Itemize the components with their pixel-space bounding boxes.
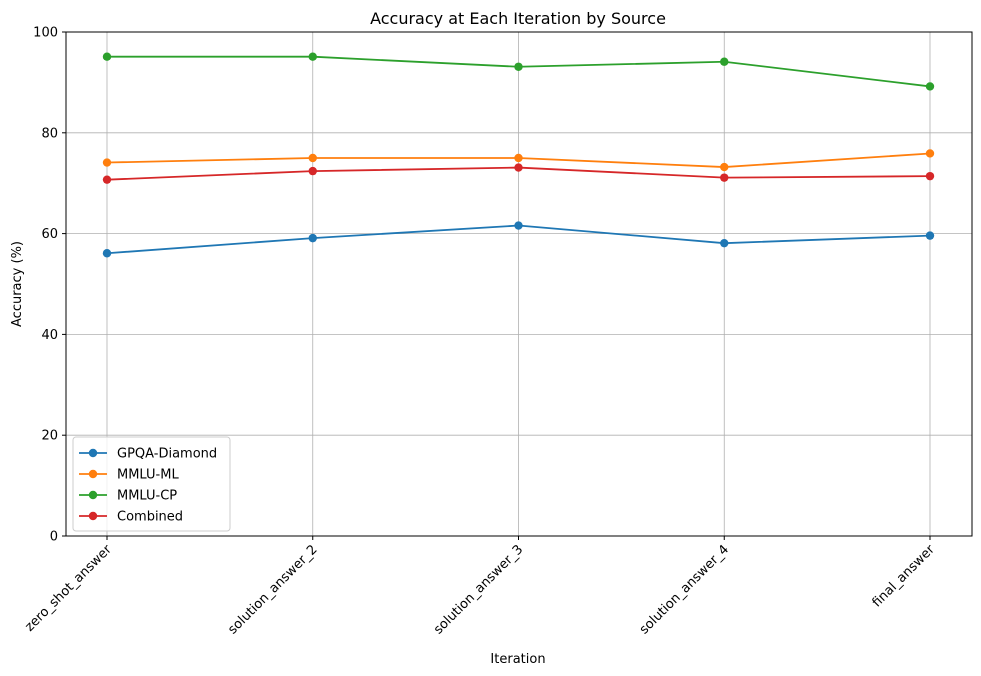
legend-item: GPQA-Diamond (79, 447, 217, 462)
data-point (925, 171, 935, 181)
y-tick-label: 20 (41, 429, 58, 444)
x-tick-label: solution_answer_2 (225, 542, 320, 637)
data-point (720, 57, 729, 66)
legend-item: Combined (79, 510, 183, 525)
data-point (514, 163, 523, 172)
x-tick-label: solution_answer_3 (431, 542, 526, 637)
x-axis-ticks: zero_shot_answer solution_answer_2 solutio… (22, 536, 938, 637)
data-point (102, 52, 112, 61)
legend-marker (88, 511, 98, 521)
legend: GPQA-Diamond MMLU-ML MMLU-CP Combined (72, 436, 231, 532)
y-tick-label: 60 (41, 227, 58, 242)
data-point (308, 153, 317, 163)
x-tick-label: solution_answer_4 (637, 542, 732, 637)
data-point (720, 238, 729, 248)
series-mmlu-cp (102, 52, 935, 91)
y-tick-label: 0 (50, 530, 58, 545)
y-tick-label: 80 (41, 126, 58, 141)
legend-marker (88, 490, 98, 500)
legend-marker (88, 469, 98, 479)
data-point (308, 166, 317, 176)
data-point (102, 249, 112, 258)
x-tick-label: zero_shot_answer (22, 542, 115, 635)
data-point (514, 62, 523, 71)
data-point (102, 158, 112, 167)
data-point (308, 52, 317, 61)
data-point (720, 173, 729, 182)
data-point (925, 82, 935, 91)
x-tick-label: final_answer (870, 542, 939, 611)
data-point (514, 221, 523, 230)
data-point (925, 149, 935, 158)
y-axis-ticks: 0 20 40 60 80 100 (33, 26, 66, 545)
data-point (308, 233, 317, 243)
y-tick-label: 100 (33, 26, 58, 41)
legend-label: MMLU-ML (117, 468, 179, 483)
data-point (102, 175, 112, 184)
series-combined (102, 163, 935, 184)
data-point (925, 231, 935, 240)
legend-item: MMLU-CP (79, 489, 177, 504)
series-lines (102, 52, 935, 258)
data-point (514, 153, 523, 163)
x-axis-label: Iteration (490, 652, 545, 667)
data-point (720, 162, 729, 172)
legend-label: GPQA-Diamond (117, 447, 217, 462)
y-axis-label: Accuracy (%) (10, 241, 25, 327)
legend-marker (88, 448, 98, 458)
legend-label: MMLU-CP (117, 489, 177, 504)
chart-title: Accuracy at Each Iteration by Source (370, 9, 666, 28)
series-mmlu-ml (102, 149, 935, 172)
y-tick-label: 40 (41, 328, 58, 343)
legend-label: Combined (117, 510, 183, 525)
series-gpqa-diamond (102, 221, 935, 258)
legend-item: MMLU-ML (79, 468, 179, 483)
legend-box (72, 436, 231, 532)
